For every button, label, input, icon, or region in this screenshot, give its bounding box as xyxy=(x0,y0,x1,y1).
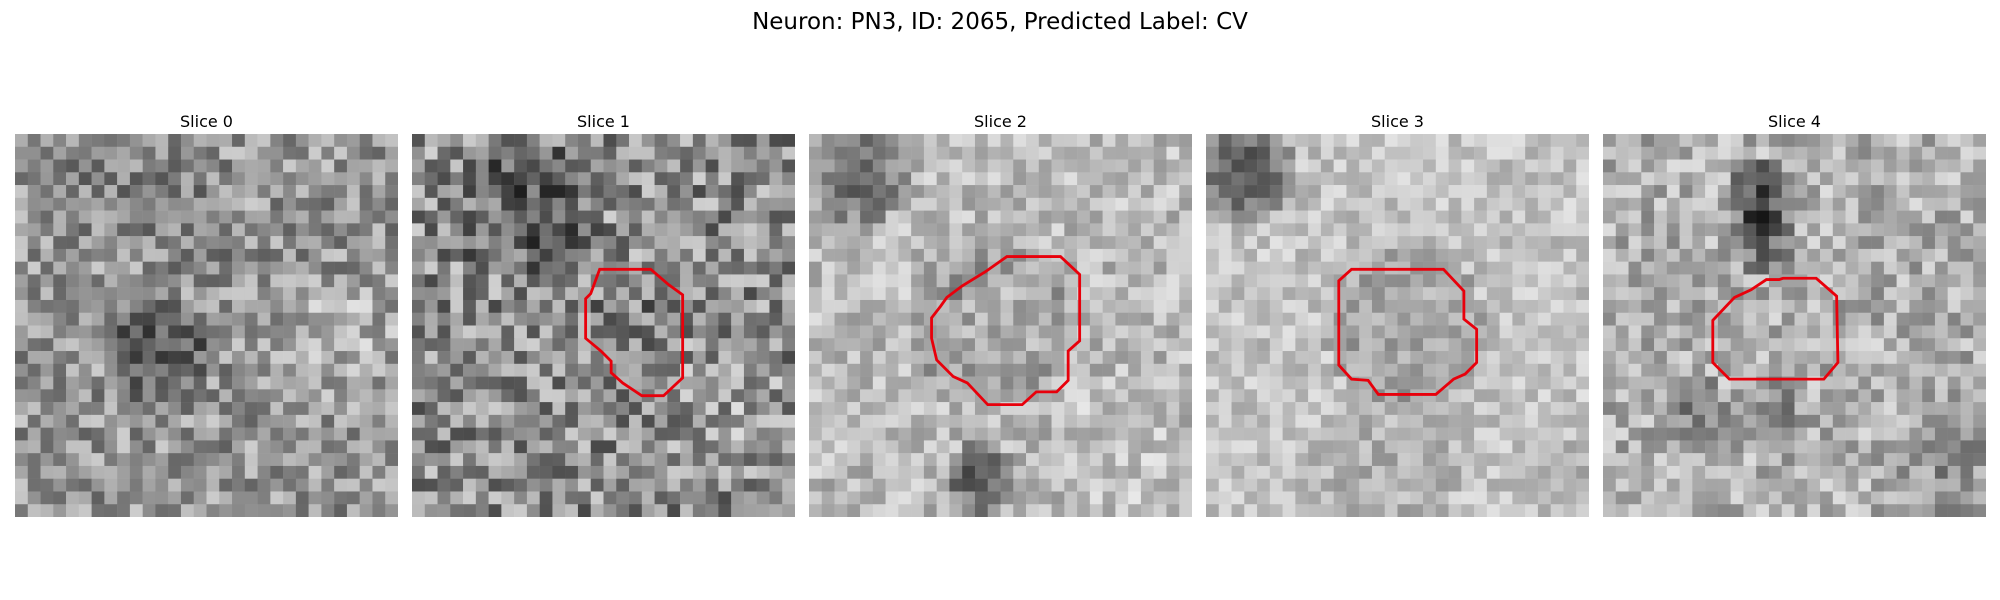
slice-title-1: Slice 1 xyxy=(577,112,630,131)
slice-image-0 xyxy=(15,134,398,517)
roi-outline xyxy=(584,267,685,398)
slice-panel-0: Slice 0 xyxy=(15,110,398,517)
roi-outline xyxy=(1337,267,1479,396)
slice-title-3: Slice 3 xyxy=(1371,112,1424,131)
slice-title-4: Slice 4 xyxy=(1768,112,1821,131)
slice-panel-2: Slice 2 xyxy=(809,110,1192,517)
slice-panel-1: Slice 1 xyxy=(412,110,795,517)
slice-image-1 xyxy=(412,134,795,517)
slice-image-4 xyxy=(1603,134,1986,517)
figure-title: Neuron: PN3, ID: 2065, Predicted Label: … xyxy=(752,9,1248,35)
roi-outline xyxy=(930,255,1082,407)
roi-outline xyxy=(1711,276,1840,381)
slice-image-3 xyxy=(1206,134,1589,517)
slice-title-0: Slice 0 xyxy=(180,112,233,131)
slice-image-2 xyxy=(809,134,1192,517)
slice-panel-4: Slice 4 xyxy=(1603,110,1986,517)
slice-panel-3: Slice 3 xyxy=(1206,110,1589,517)
slice-title-2: Slice 2 xyxy=(974,112,1027,131)
